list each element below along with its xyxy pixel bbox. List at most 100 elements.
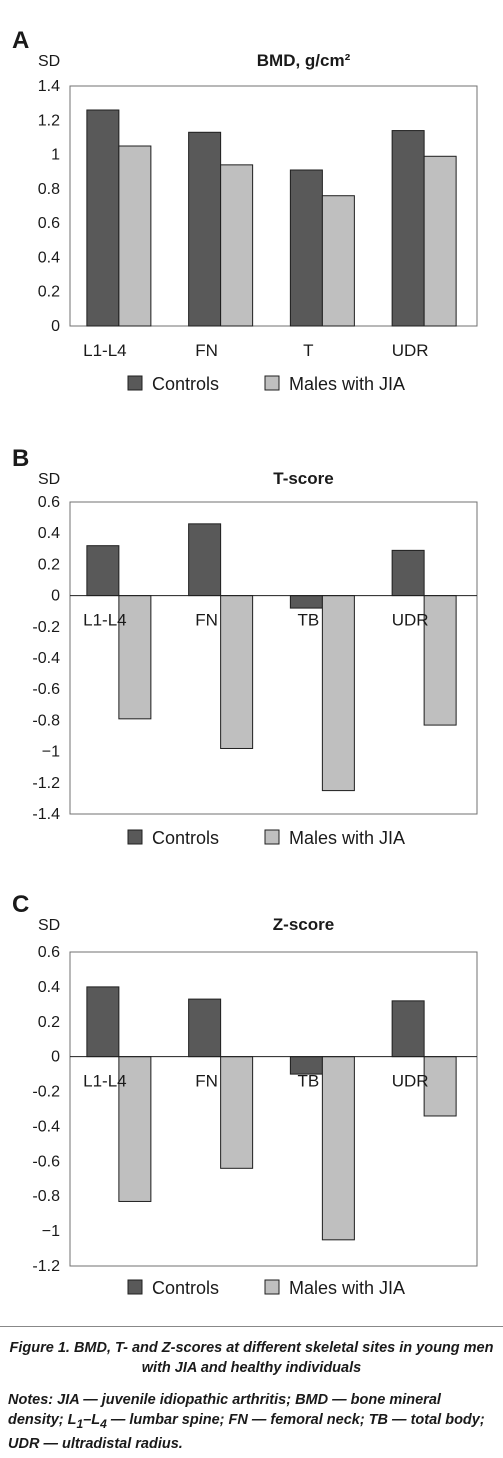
chart-c: C SD Z-score 0.6 0.4 0.2 0 -0.2 -0.4 -0.6 -0.8 −1 -1… [12, 891, 478, 1298]
plot-area [69, 501, 478, 815]
y-tick-label: 1 [51, 147, 60, 164]
bar-controls-udr [391, 1000, 425, 1058]
bar-jia-udr [423, 1056, 457, 1117]
bar-controls-udr [391, 549, 425, 597]
y-tick-label: -1.2 [32, 775, 60, 792]
bar-controls-fn [188, 523, 222, 597]
y-tick-label: -0.8 [32, 712, 60, 729]
y-tick-label: -0.4 [32, 1118, 60, 1135]
chart-title: BMD, g/cm² [257, 51, 351, 70]
y-tick-label: -0.8 [32, 1188, 60, 1205]
bar-jia-t [321, 195, 355, 327]
y-tick-label: 0.2 [38, 1014, 60, 1031]
legend: Controls Males with JIA [127, 828, 405, 848]
y-tick-label: -0.2 [32, 1084, 60, 1101]
legend-label-controls: Controls [152, 1278, 219, 1298]
x-category-label: UDR [392, 611, 429, 630]
bar-jia-fn [220, 1056, 254, 1169]
bar-jia-tb [321, 595, 355, 792]
panel-a-bmd: A SD BMD, g/cm² 1.4 1.2 1 0.8 0.6 0.4 0.2 0 L1-L4 FN… [0, 22, 503, 472]
legend-swatch-controls [127, 375, 143, 391]
panel-letter: A [12, 27, 29, 54]
notes-sub-1: 1 [76, 1416, 84, 1431]
panel-letter: B [12, 445, 29, 472]
legend-swatch-jia [264, 829, 280, 845]
y-tick-label: 0.4 [38, 525, 60, 542]
y-tick-label: 0.2 [38, 284, 60, 301]
y-tick-label: 0.8 [38, 181, 60, 198]
y-tick-label: 0.6 [38, 944, 60, 961]
y-tick-label: −1 [42, 1223, 60, 1240]
y-axis-label: SD [38, 917, 60, 934]
legend-swatch-jia [264, 1279, 280, 1295]
figure-caption: Figure 1. BMD, T- and Z-scores at differ… [9, 1340, 494, 1376]
x-category-label: UDR [392, 1072, 429, 1091]
x-category-label: L1-L4 [83, 341, 126, 360]
y-axis-label: SD [38, 53, 60, 70]
y-tick-label: 0.2 [38, 556, 60, 573]
y-axis-label: SD [38, 471, 60, 488]
legend: Controls Males with JIA [127, 1278, 405, 1298]
bar-jia-udr [423, 155, 457, 327]
y-tick-label: -0.2 [32, 619, 60, 636]
legend-label-controls: Controls [152, 828, 219, 848]
y-tick-label: 0 [51, 318, 60, 335]
chart-title: Z-score [273, 915, 334, 934]
legend-label-jia: Males with JIA [289, 828, 405, 848]
y-tick-label: 0.6 [38, 215, 60, 232]
bar-jia-fn [220, 595, 254, 749]
y-tick-label: -0.6 [32, 1153, 60, 1170]
x-category-label: FN [195, 611, 218, 630]
notes-sub-2: 4 [100, 1416, 107, 1431]
notes-text-2: –L [83, 1412, 101, 1428]
legend-label-jia: Males with JIA [289, 374, 405, 394]
chart-title: T-score [273, 469, 333, 488]
bar-controls-l1-l4 [86, 986, 120, 1058]
bar-controls-fn [188, 998, 222, 1058]
y-tick-label: −1 [42, 744, 60, 761]
bar-controls-tb [289, 595, 323, 609]
bar-jia-tb [321, 1056, 355, 1241]
chart-a: A SD BMD, g/cm² 1.4 1.2 1 0.8 0.6 0.4 0.2 0 L1-L4 FN… [12, 27, 478, 394]
x-category-label: TB [298, 611, 320, 630]
legend-label-jia: Males with JIA [289, 1278, 405, 1298]
bar-jia-l1-l4 [118, 1056, 152, 1202]
caption-divider [0, 1326, 503, 1327]
figure-notes: Notes: JIA — juvenile idiopathic arthrit… [8, 1390, 500, 1454]
bar-jia-l1-l4 [118, 145, 152, 327]
legend-label-controls: Controls [152, 374, 219, 394]
plot-area [69, 85, 478, 327]
x-category-label: L1-L4 [83, 1072, 126, 1091]
y-tick-label: 0.6 [38, 494, 60, 511]
legend: Controls Males with JIA [127, 374, 405, 394]
plot-area [69, 951, 478, 1267]
x-category-label: UDR [392, 341, 429, 360]
y-tick-label: 0.4 [38, 979, 60, 996]
y-tick-label: -0.6 [32, 681, 60, 698]
y-tick-label: 0 [51, 588, 60, 605]
notes-text-1: Notes: JIA — juvenile idiopathic arthrit… [8, 1392, 441, 1428]
notes-text-3: — lumbar spine; FN — femoral neck; TB — … [8, 1412, 485, 1452]
panel-b-t-score: B SD T-score 0.6 0.4 0.2 0 -0.2 -0.4 -0.6 -0.8 −1 -1… [0, 440, 503, 880]
y-tick-label: 1.4 [38, 78, 60, 95]
legend-swatch-jia [264, 375, 280, 391]
bar-controls-l1-l4 [86, 109, 120, 327]
bar-jia-l1-l4 [118, 595, 152, 720]
y-tick-label: 1.2 [38, 112, 60, 129]
y-tick-label: -1.4 [32, 806, 60, 823]
chart-b: B SD T-score 0.6 0.4 0.2 0 -0.2 -0.4 -0.6 -0.8 −1 -1… [12, 445, 478, 848]
legend-swatch-controls [127, 829, 143, 845]
y-tick-label: 0.4 [38, 249, 60, 266]
bar-controls-l1-l4 [86, 545, 120, 597]
legend-swatch-controls [127, 1279, 143, 1295]
x-category-label: L1-L4 [83, 611, 126, 630]
x-category-label: FN [195, 341, 218, 360]
y-tick-label: -1.2 [32, 1258, 60, 1275]
panel-letter: C [12, 891, 29, 918]
bar-controls-t [289, 169, 323, 327]
x-category-label: TB [298, 1072, 320, 1091]
x-category-label: FN [195, 1072, 218, 1091]
panel-c-z-score: C SD Z-score 0.6 0.4 0.2 0 -0.2 -0.4 -0.6 -0.8 −1 -1… [0, 886, 503, 1316]
bar-controls-fn [188, 131, 222, 327]
x-category-label: T [303, 341, 313, 360]
